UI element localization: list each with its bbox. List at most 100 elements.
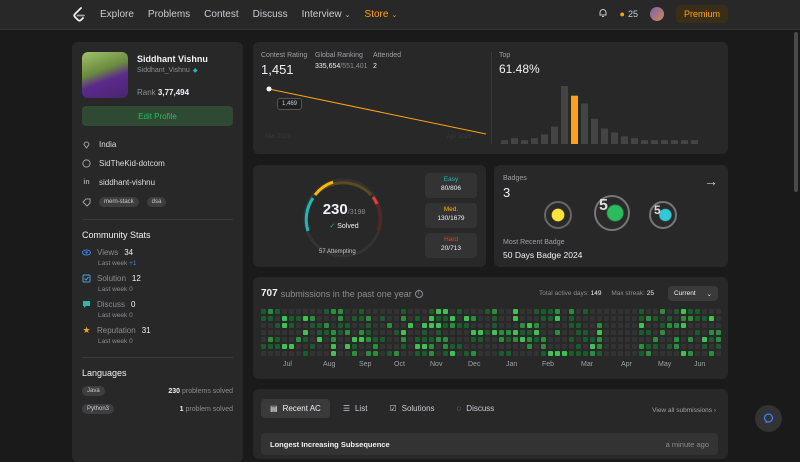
heatmap-cell[interactable] bbox=[695, 337, 700, 342]
heatmap-cell[interactable] bbox=[702, 330, 707, 335]
heatmap-cell[interactable] bbox=[401, 330, 406, 335]
heatmap-cell[interactable] bbox=[562, 344, 567, 349]
heatmap-cell[interactable] bbox=[660, 316, 665, 321]
heatmap-cell[interactable] bbox=[597, 309, 602, 314]
heatmap-cell[interactable] bbox=[485, 309, 490, 314]
heatmap-cell[interactable] bbox=[506, 309, 511, 314]
heatmap-cell[interactable] bbox=[478, 323, 483, 328]
heatmap-cell[interactable] bbox=[604, 309, 609, 314]
heatmap-cell[interactable] bbox=[667, 323, 672, 328]
heatmap-cell[interactable] bbox=[674, 351, 679, 356]
heatmap-cell[interactable] bbox=[534, 323, 539, 328]
heatmap-cell[interactable] bbox=[324, 337, 329, 342]
heatmap-cell[interactable] bbox=[387, 351, 392, 356]
heatmap-cell[interactable] bbox=[520, 344, 525, 349]
heatmap-cell[interactable] bbox=[429, 344, 434, 349]
heatmap-cell[interactable] bbox=[289, 323, 294, 328]
heatmap-cell[interactable] bbox=[681, 344, 686, 349]
heatmap-cell[interactable] bbox=[317, 309, 322, 314]
heatmap-cell[interactable] bbox=[471, 330, 476, 335]
heatmap-cell[interactable] bbox=[583, 337, 588, 342]
streak-counter[interactable]: ● 25 bbox=[620, 9, 638, 19]
histogram-bar[interactable] bbox=[531, 138, 538, 144]
heatmap-cell[interactable] bbox=[569, 351, 574, 356]
heatmap-cell[interactable] bbox=[632, 351, 637, 356]
heatmap-cell[interactable] bbox=[303, 344, 308, 349]
heatmap-cell[interactable] bbox=[345, 344, 350, 349]
heatmap-cell[interactable] bbox=[415, 323, 420, 328]
heatmap-cell[interactable] bbox=[478, 337, 483, 342]
heatmap-cell[interactable] bbox=[681, 337, 686, 342]
heatmap-cell[interactable] bbox=[268, 316, 273, 321]
heatmap-cell[interactable] bbox=[268, 309, 273, 314]
heatmap-cell[interactable] bbox=[702, 309, 707, 314]
heatmap-cell[interactable] bbox=[520, 337, 525, 342]
heatmap-cell[interactable] bbox=[338, 309, 343, 314]
heatmap-cell[interactable] bbox=[422, 330, 427, 335]
heatmap-cell[interactable] bbox=[359, 351, 364, 356]
heatmap-cell[interactable] bbox=[450, 323, 455, 328]
heatmap-cell[interactable] bbox=[422, 316, 427, 321]
heatmap-cell[interactable] bbox=[555, 337, 560, 342]
heatmap-cell[interactable] bbox=[324, 351, 329, 356]
heatmap-cell[interactable] bbox=[506, 323, 511, 328]
heatmap-cell[interactable] bbox=[681, 323, 686, 328]
heatmap-cell[interactable] bbox=[436, 316, 441, 321]
heatmap-cell[interactable] bbox=[653, 351, 658, 356]
language-tag[interactable]: Python3 bbox=[82, 404, 115, 414]
heatmap-cell[interactable] bbox=[597, 344, 602, 349]
heatmap-cell[interactable] bbox=[674, 309, 679, 314]
nav-contest[interactable]: Contest bbox=[204, 9, 239, 20]
heatmap-cell[interactable] bbox=[639, 344, 644, 349]
heatmap-cell[interactable] bbox=[674, 344, 679, 349]
heatmap-cell[interactable] bbox=[534, 337, 539, 342]
heatmap-cell[interactable] bbox=[632, 316, 637, 321]
heatmap-cell[interactable] bbox=[394, 330, 399, 335]
heatmap-cell[interactable] bbox=[541, 309, 546, 314]
heatmap-cell[interactable] bbox=[443, 337, 448, 342]
heatmap-cell[interactable] bbox=[667, 309, 672, 314]
heatmap-cell[interactable] bbox=[541, 330, 546, 335]
heatmap-cell[interactable] bbox=[646, 330, 651, 335]
heatmap-cell[interactable] bbox=[681, 330, 686, 335]
linkedin-link[interactable]: siddhant-vishnu bbox=[99, 178, 156, 187]
heatmap-cell[interactable] bbox=[695, 309, 700, 314]
heatmap-cell[interactable] bbox=[520, 309, 525, 314]
heatmap-cell[interactable] bbox=[653, 344, 658, 349]
heatmap-cell[interactable] bbox=[555, 351, 560, 356]
heatmap-cell[interactable] bbox=[310, 344, 315, 349]
histogram-bar[interactable] bbox=[501, 140, 508, 144]
heatmap-cell[interactable] bbox=[408, 351, 413, 356]
heatmap-cell[interactable] bbox=[345, 330, 350, 335]
heatmap-cell[interactable] bbox=[604, 316, 609, 321]
heatmap-cell[interactable] bbox=[527, 330, 532, 335]
info-icon[interactable]: i bbox=[414, 289, 423, 298]
heatmap-cell[interactable] bbox=[709, 316, 714, 321]
heatmap-cell[interactable] bbox=[667, 344, 672, 349]
heatmap-cell[interactable] bbox=[499, 309, 504, 314]
language-tag[interactable]: Java bbox=[82, 386, 105, 396]
heatmap-cell[interactable] bbox=[520, 351, 525, 356]
heatmap-cell[interactable] bbox=[604, 351, 609, 356]
heatmap-cell[interactable] bbox=[429, 337, 434, 342]
histogram-bar[interactable] bbox=[611, 132, 618, 144]
heatmap-cell[interactable] bbox=[569, 309, 574, 314]
leetcode-logo-icon[interactable] bbox=[72, 6, 86, 23]
heatmap-cell[interactable] bbox=[394, 309, 399, 314]
heatmap-cell[interactable] bbox=[366, 330, 371, 335]
heatmap-cell[interactable] bbox=[303, 316, 308, 321]
heatmap-cell[interactable] bbox=[681, 316, 686, 321]
heatmap-cell[interactable] bbox=[359, 344, 364, 349]
heatmap-cell[interactable] bbox=[429, 316, 434, 321]
heatmap-cell[interactable] bbox=[653, 316, 658, 321]
heatmap-cell[interactable] bbox=[380, 337, 385, 342]
histogram-bar[interactable] bbox=[631, 138, 638, 144]
heatmap-cell[interactable] bbox=[324, 309, 329, 314]
heatmap-cell[interactable] bbox=[464, 330, 469, 335]
heatmap-cell[interactable] bbox=[625, 323, 630, 328]
heatmap-cell[interactable] bbox=[296, 323, 301, 328]
heatmap-cell[interactable] bbox=[548, 351, 553, 356]
histogram-bar[interactable] bbox=[691, 140, 698, 144]
heatmap-cell[interactable] bbox=[569, 337, 574, 342]
heatmap-cell[interactable] bbox=[562, 316, 567, 321]
